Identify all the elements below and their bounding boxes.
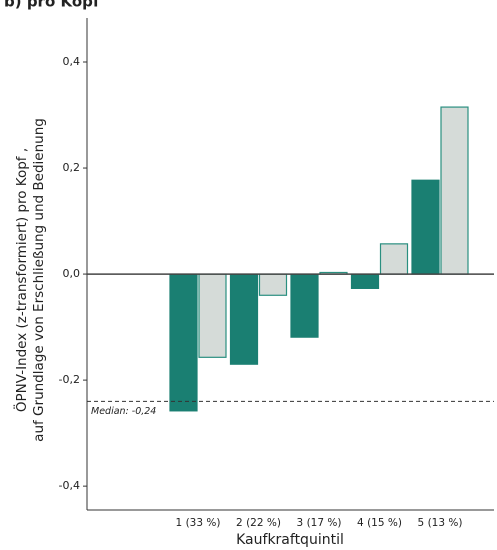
x-tick-label: 4 (15 %) (357, 517, 402, 529)
bar (440, 106, 469, 275)
y-tick-label: 0,4 (63, 55, 81, 68)
bar (350, 273, 380, 289)
bar (169, 273, 198, 412)
x-axis-label: Kaufkraftquintil (236, 532, 344, 548)
y-tick-label: -0,2 (59, 373, 80, 386)
bar (258, 273, 288, 296)
bar (229, 273, 259, 365)
x-tick-label: 3 (17 %) (297, 517, 342, 529)
y-tick-label: 0,2 (63, 161, 81, 174)
x-tick-label: 1 (33 %) (176, 517, 221, 529)
x-tick-label: 5 (13 %) (418, 517, 463, 529)
y-tick-label: 0,0 (63, 267, 81, 280)
chart-title: b) pro Kopf (4, 0, 100, 11)
bar (290, 273, 319, 338)
y-tick-label: -0,4 (59, 479, 80, 492)
median-label: Median: -0,24 (91, 406, 156, 417)
bar (198, 273, 227, 358)
y-axis-label: ÖPNV-Index (z-transformiert) pro Kopf , … (12, 118, 47, 442)
y-axis-label-line: auf Grundlage von Erschließung und Bedie… (31, 118, 47, 442)
bar (411, 179, 440, 275)
bar (379, 243, 409, 275)
y-axis-label-line: ÖPNV-Index (z-transformiert) pro Kopf , (12, 148, 30, 412)
x-tick-label: 2 (22 %) (236, 517, 281, 529)
